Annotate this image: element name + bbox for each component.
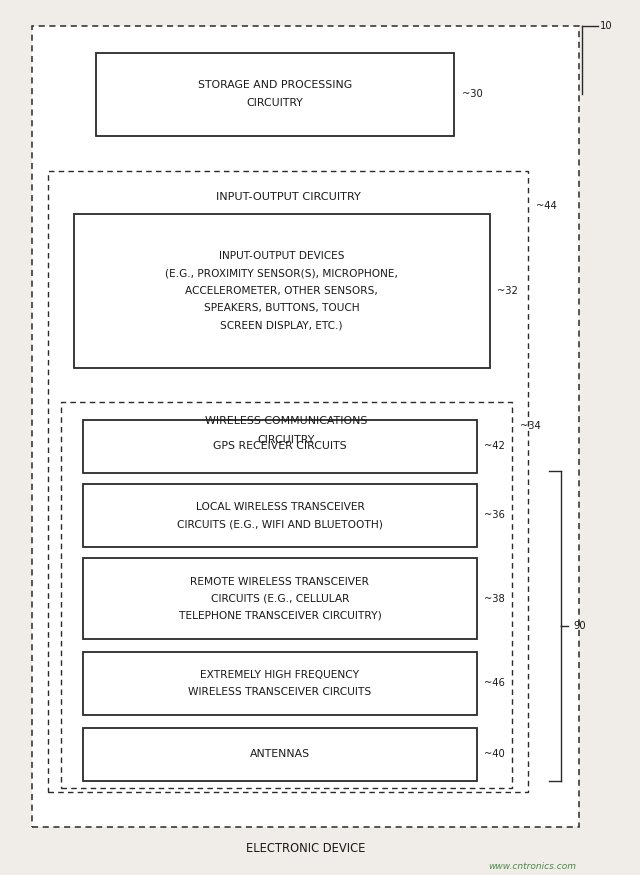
Text: ~38: ~38 [484, 593, 505, 604]
Bar [83, 728, 477, 780]
Text: GPS RECEIVER CIRCUITS: GPS RECEIVER CIRCUITS [213, 441, 347, 452]
Text: CIRCUITS (E.G., WIFI AND BLUETOOTH): CIRCUITS (E.G., WIFI AND BLUETOOTH) [177, 519, 383, 529]
Text: ~32: ~32 [497, 286, 518, 296]
Text: 10: 10 [600, 21, 613, 31]
Text: ~40: ~40 [484, 749, 505, 760]
Bar [83, 652, 477, 715]
Text: 90: 90 [573, 620, 586, 631]
Text: ~44: ~44 [536, 200, 556, 211]
Bar [83, 558, 477, 639]
Text: SPEAKERS, BUTTONS, TOUCH: SPEAKERS, BUTTONS, TOUCH [204, 304, 360, 313]
Bar [83, 420, 477, 473]
Text: www.cntronics.com: www.cntronics.com [488, 862, 576, 871]
Bar [83, 484, 477, 547]
Text: ~30: ~30 [462, 89, 483, 99]
Text: ~46: ~46 [484, 678, 506, 689]
Text: CIRCUITS (E.G., CELLULAR: CIRCUITS (E.G., CELLULAR [211, 593, 349, 604]
Text: STORAGE AND PROCESSING: STORAGE AND PROCESSING [198, 80, 352, 90]
Bar [96, 52, 454, 136]
Text: WIRELESS TRANSCEIVER CIRCUITS: WIRELESS TRANSCEIVER CIRCUITS [188, 687, 372, 697]
Text: WIRELESS COMMUNICATIONS: WIRELESS COMMUNICATIONS [205, 416, 367, 426]
Bar [32, 26, 579, 827]
Text: TELEPHONE TRANSCEIVER CIRCUITRY): TELEPHONE TRANSCEIVER CIRCUITRY) [179, 610, 381, 620]
Bar [74, 214, 490, 368]
Text: ~36: ~36 [484, 510, 506, 521]
Text: REMOTE WIRELESS TRANSCEIVER: REMOTE WIRELESS TRANSCEIVER [191, 577, 369, 587]
Text: CIRCUITRY: CIRCUITRY [258, 435, 315, 444]
Text: CIRCUITRY: CIRCUITRY [247, 98, 303, 108]
Text: INPUT-OUTPUT DEVICES: INPUT-OUTPUT DEVICES [219, 251, 344, 261]
Text: EXTREMELY HIGH FREQUENCY: EXTREMELY HIGH FREQUENCY [200, 669, 360, 680]
Text: ELECTRONIC DEVICE: ELECTRONIC DEVICE [246, 843, 365, 855]
Text: INPUT-OUTPUT CIRCUITRY: INPUT-OUTPUT CIRCUITRY [216, 192, 360, 202]
Text: ANTENNAS: ANTENNAS [250, 749, 310, 760]
Text: ~42: ~42 [484, 441, 506, 452]
Text: ACCELEROMETER, OTHER SENSORS,: ACCELEROMETER, OTHER SENSORS, [185, 286, 378, 296]
Text: ~34: ~34 [520, 421, 540, 431]
Text: SCREEN DISPLAY, ETC.): SCREEN DISPLAY, ETC.) [220, 321, 343, 331]
Text: LOCAL WIRELESS TRANSCEIVER: LOCAL WIRELESS TRANSCEIVER [196, 501, 364, 512]
Bar [61, 402, 512, 788]
Bar [48, 171, 528, 792]
Text: (E.G., PROXIMITY SENSOR(S), MICROPHONE,: (E.G., PROXIMITY SENSOR(S), MICROPHONE, [165, 269, 398, 278]
